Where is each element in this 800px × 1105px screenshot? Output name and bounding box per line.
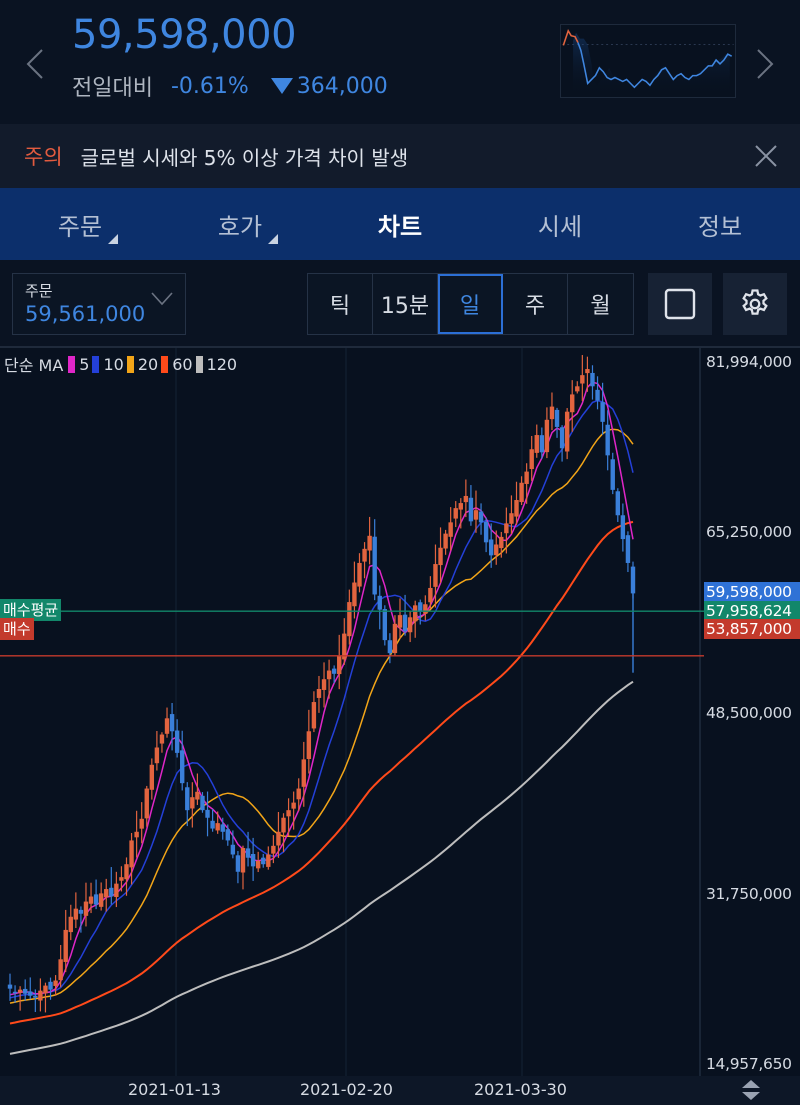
notice-tag: 주의 — [24, 145, 63, 169]
tab-label: 주문 — [57, 212, 103, 241]
axis-scale-handle-icon[interactable] — [740, 1079, 762, 1101]
close-icon[interactable] — [754, 144, 778, 168]
current-price-tag: 59,598,000 — [704, 582, 800, 602]
notice-banner: 주의 글로벌 시세와 5% 이상 가격 차이 발생 — [0, 124, 800, 188]
order-select-label: 주문 — [25, 282, 53, 300]
chart-toolbar: 주문 59,561,000 틱 15분 일 주 월 — [0, 260, 800, 346]
ma-legend: 단순 MA 5 10 20 60 120 — [4, 352, 237, 376]
gear-icon — [742, 289, 768, 315]
candlestick-plot[interactable] — [0, 348, 800, 1078]
tab-label: 호가 — [217, 212, 263, 241]
current-price: 59,598,000 — [72, 12, 297, 58]
period-day-button[interactable]: 일 — [438, 274, 503, 334]
order-price-select[interactable]: 주문 59,561,000 — [12, 273, 186, 335]
chevron-down-icon — [151, 292, 173, 306]
legend-ma10: 10 — [103, 354, 124, 374]
corner-triangle-icon — [268, 234, 278, 244]
tab-label: 정보 — [697, 212, 743, 241]
period-month-button[interactable]: 월 — [568, 274, 633, 334]
legend-ma20: 20 — [137, 354, 159, 374]
y-axis-label: 65,250,000 — [706, 523, 792, 541]
tab-quotes[interactable]: 시세 — [480, 188, 640, 260]
triangle-down-icon — [270, 78, 293, 94]
tab-label: 차트 — [377, 212, 423, 241]
notice-text: 글로벌 시세와 5% 이상 가격 차이 발생 — [80, 145, 409, 170]
buy-price-tag: 53,857,000 — [704, 619, 800, 639]
period-selector: 틱 15분 일 주 월 — [307, 273, 634, 335]
change-amount-value: 364,000 — [296, 73, 388, 99]
y-axis-label: 48,500,000 — [706, 704, 792, 722]
change-amount: 364,000 — [270, 73, 388, 99]
legend-ma120: 120 — [206, 354, 238, 374]
ma60-swatch — [161, 355, 169, 373]
avg-buy-line-label: 매수평균 — [0, 599, 62, 621]
x-axis-label: 2021-02-20 — [300, 1080, 393, 1099]
fullscreen-button[interactable] — [648, 273, 712, 335]
legend-ma60: 60 — [172, 354, 193, 374]
tab-chart[interactable]: 차트 — [320, 188, 480, 260]
chevron-right-icon[interactable] — [752, 44, 778, 84]
price-chart[interactable]: 단순 MA 5 10 20 60 120 81,994,000 65,250,0… — [0, 346, 800, 1078]
tab-label: 시세 — [537, 212, 583, 241]
order-select-value: 59,561,000 — [25, 302, 146, 326]
tab-info[interactable]: 정보 — [640, 188, 800, 260]
square-icon — [664, 288, 696, 320]
x-axis-label: 2021-01-13 — [128, 1080, 221, 1099]
corner-triangle-icon — [108, 234, 118, 244]
y-axis-label: 81,994,000 — [706, 353, 792, 371]
legend-title: 단순 MA — [4, 356, 64, 375]
change-percent: -0.61% — [170, 73, 249, 99]
period-week-button[interactable]: 주 — [503, 274, 568, 334]
legend-ma5: 5 — [79, 354, 90, 374]
chart-settings-button[interactable] — [723, 273, 787, 335]
change-row: 전일대비 -0.61% 364,000 — [72, 70, 388, 102]
y-axis-label: 31,750,000 — [706, 885, 792, 903]
mini-price-chart[interactable] — [560, 24, 736, 98]
x-axis-label: 2021-03-30 — [474, 1080, 567, 1099]
y-axis-label: 14,957,650 — [706, 1055, 792, 1073]
change-label: 전일대비 — [72, 76, 153, 101]
x-axis: 2021-01-13 2021-02-20 2021-03-30 — [0, 1076, 800, 1105]
main-tabs: 주문 호가 차트 시세 정보 — [0, 188, 800, 260]
avg-buy-price-tag: 57,958,624 — [704, 601, 800, 621]
ma10-swatch — [92, 355, 100, 373]
ma20-swatch — [126, 355, 134, 373]
tab-orderbook[interactable]: 호가 — [160, 188, 320, 260]
price-header: 59,598,000 전일대비 -0.61% 364,000 — [0, 0, 800, 124]
ma5-swatch — [68, 355, 76, 373]
period-15min-button[interactable]: 15분 — [373, 274, 438, 334]
tab-order[interactable]: 주문 — [0, 188, 160, 260]
ma120-swatch — [195, 355, 203, 373]
buy-line-label: 매수 — [0, 618, 34, 640]
chevron-left-icon[interactable] — [22, 44, 48, 84]
period-tick-button[interactable]: 틱 — [308, 274, 373, 334]
